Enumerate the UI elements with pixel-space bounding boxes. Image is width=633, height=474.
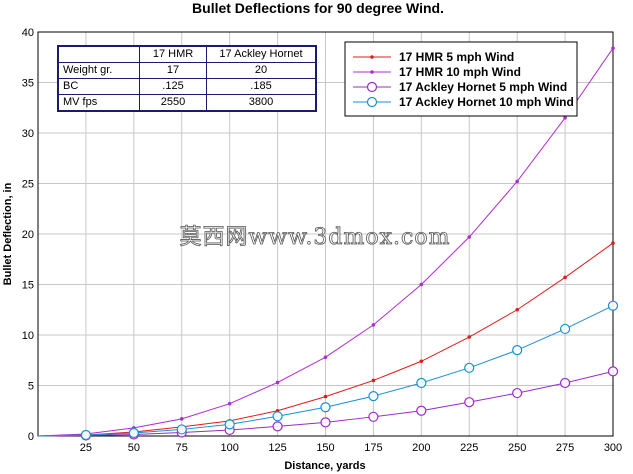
data-point [607,366,619,377]
legend-label: 17 Ackley Hornet 10 mph Wind [399,95,574,109]
y-tick-label: 20 [22,229,34,241]
x-tick-label: 300 [604,442,622,454]
data-point [467,335,472,339]
data-point [323,355,328,360]
legend-item: 17 HMR 5 mph Wind [353,50,514,64]
legend-label: 17 Ackley Hornet 5 mph Wind [399,80,567,94]
data-point [272,421,283,432]
specs-table: 17 HMR 17 Ackley Hornet Weight gr. 17 20… [57,45,317,112]
specs-cell: .185 [206,78,317,95]
data-point [512,345,523,356]
y-tick-label: 40 [22,27,34,39]
y-tick-label: 30 [22,128,34,140]
x-tick-label: 125 [268,442,286,454]
x-tick-label: 50 [128,442,140,454]
data-point [275,380,280,385]
legend-marker [370,70,374,74]
x-tick-label: 25 [80,442,92,454]
data-point [368,391,379,402]
y-tick-label: 15 [22,280,34,292]
data-point [419,282,424,287]
data-point [371,323,376,327]
y-tick-labels: 0 5 10 15 20 25 30 35 40 [22,27,34,443]
data-point [272,411,283,422]
data-point [224,419,235,430]
specs-row: Weight gr. 17 20 [57,62,317,79]
specs-header-row: 17 HMR 17 Ackley Hornet [57,45,317,63]
legend-marker [370,55,374,59]
data-point [515,307,519,312]
data-point [563,275,567,280]
data-point [320,417,331,428]
x-tick-label: 275 [556,442,574,454]
data-point [464,362,475,373]
specs-cell: 17 [139,62,207,79]
x-axis-label: Distance, yards [284,460,365,472]
data-point [607,300,619,311]
y-tick-label: 10 [22,330,34,342]
data-point [368,411,379,422]
legend-item: 17 Ackley Hornet 5 mph Wind [353,80,567,94]
legend-marker [366,96,378,108]
data-point [563,116,567,120]
data-point [371,378,376,383]
data-point [80,429,92,441]
legend-box [344,41,578,117]
data-point [320,402,331,413]
y-axis-label: Bullet Deflection, in [2,182,14,285]
data-point [559,323,571,335]
specs-header-cell: 17 Ackley Hornet [206,45,317,63]
series-lines [37,46,619,441]
specs-cell: 2550 [139,94,207,112]
data-point [559,377,571,389]
x-tick-label: 75 [176,442,188,454]
data-point [128,427,139,439]
specs-header-cell: 17 HMR [139,45,207,63]
specs-cell: 3800 [206,94,317,112]
watermark-text: 莫西网www.3dmox.com [180,225,451,250]
x-tick-label: 200 [412,442,430,454]
data-point [611,241,615,245]
data-point [419,359,424,364]
specs-cell: .125 [139,78,207,95]
data-point [416,377,427,389]
data-point [416,405,427,416]
y-tick-label: 5 [28,381,34,393]
x-tick-labels: 25 50 75 100 125 150 175 200 225 250 275 300 [80,442,622,454]
y-tick-label: 25 [22,179,34,191]
x-tick-label: 100 [220,442,238,454]
data-point [515,179,519,184]
specs-cell: BC [57,78,140,95]
data-point [227,401,232,406]
specs-header-cell [57,45,140,63]
x-tick-label: 225 [460,442,478,454]
data-point [611,46,615,50]
y-tick-label: 0 [28,431,34,443]
legend-item: 17 Ackley Hornet 10 mph Wind [353,95,574,109]
specs-cell: 20 [206,62,317,79]
data-point [464,397,475,408]
specs-row: MV fps 2550 3800 [57,94,317,112]
data-point [323,394,328,399]
specs-cell: MV fps [57,94,140,112]
x-tick-label: 250 [508,442,526,454]
x-tick-label: 175 [364,442,382,454]
x-tick-label: 150 [316,442,334,454]
legend-label: 17 HMR 5 mph Wind [399,50,514,64]
chart-title: Bullet Deflections for 90 degree Wind. [192,0,444,16]
legend-item: 17 HMR 10 mph Wind [353,65,521,79]
y-tick-label: 35 [22,78,34,90]
legend-marker [366,81,378,93]
data-point [179,417,184,421]
plot-area [37,31,614,437]
data-point [512,387,523,399]
data-point [467,235,472,239]
data-point [176,424,187,435]
specs-row: BC .125 .185 [57,78,317,95]
legend-label: 17 HMR 10 mph Wind [399,65,521,79]
specs-cell: Weight gr. [57,62,140,79]
